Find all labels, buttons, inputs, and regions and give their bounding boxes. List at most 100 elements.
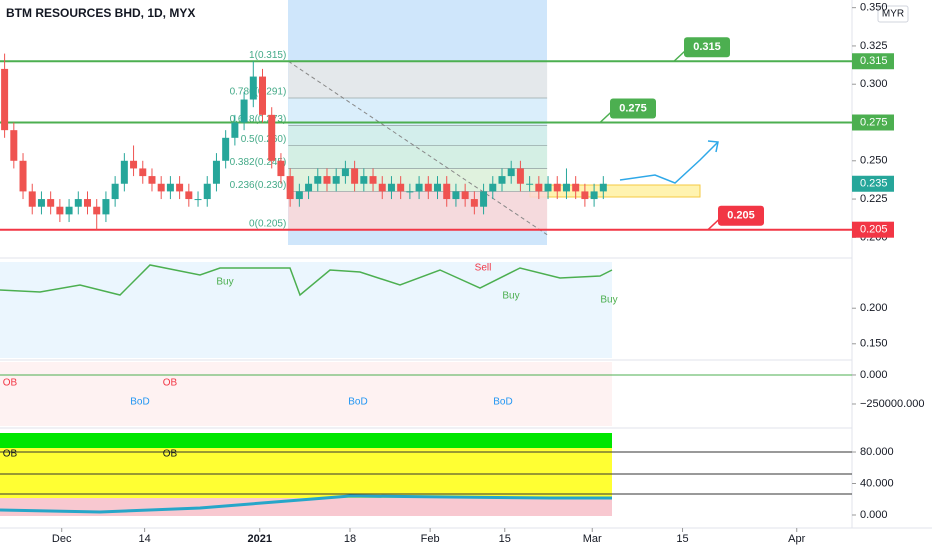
candle-body [19,160,27,192]
annotation: BoD [493,397,512,408]
candle-body [406,191,414,193]
candle-body [47,199,55,207]
candle-body [378,183,386,192]
candle-body [572,183,580,192]
candle-body [553,183,561,192]
annotation: BoD [348,397,367,408]
y-tick-label: 0.000 [860,369,888,381]
candle-body [185,191,193,200]
candle-body [415,183,423,192]
annotation: OB [163,449,178,460]
callout-label: 0.205 [727,210,755,222]
oscillator-line [0,264,613,297]
candle-body [268,114,276,161]
last-price-label: 0.235 [860,178,888,190]
candle-body [259,76,267,115]
candle-body [434,183,442,192]
y-tick-label: 0.225 [860,193,888,205]
price-tag [852,114,894,131]
candle-body [387,183,395,192]
candle-body [231,122,239,138]
annotation: Buy [502,291,519,302]
price-tag [852,53,894,70]
fib-band [288,98,548,126]
candle-body [203,183,211,200]
fib-trend [288,60,548,236]
candle-body [65,206,73,215]
x-tick-label: 14 [138,533,150,545]
candle-body [369,176,377,184]
candle-body [323,176,331,184]
candle-body [332,176,340,184]
x-tick-label: 15 [676,533,688,545]
price-tag-label: 0.205 [860,224,888,236]
candle-body [102,199,110,215]
candle-body [562,183,570,192]
candle-body [28,191,36,207]
x-tick-label: 18 [344,533,356,545]
heat-mid [0,448,612,498]
candle-body [351,168,359,184]
callout-label: 0.275 [619,102,647,114]
candle-body [470,199,478,207]
annotation: OB [3,449,18,460]
y-tick-label: 0.150 [860,338,888,350]
annotation: OB [3,378,18,389]
price-tag-label: 0.275 [860,116,888,128]
fib-label: 0.618(0.273) [230,114,287,125]
candle-body [461,191,469,200]
fib-band [288,125,548,146]
candle-body [157,183,165,192]
callout-box [718,205,764,226]
candle-body [93,206,101,215]
fib-label: 0.236(0.230) [230,180,287,191]
heat-line [0,494,612,514]
x-tick-label: 2021 [248,533,272,545]
price-tag-label: 0.315 [860,55,888,67]
heat-top [0,433,612,448]
candle-body [590,191,598,200]
fib-band [288,191,548,230]
fib-label: 0.786(0.291) [230,87,287,98]
annotation: Sell [475,263,492,274]
candle-body [212,160,220,184]
candle-body [507,168,515,177]
fib-band [288,145,548,169]
fib-label: 0.5(0.260) [241,134,287,145]
x-tick-label: Mar [583,533,602,545]
x-tick-label: 15 [499,533,511,545]
candle-body [314,176,322,184]
candle-body [305,183,313,192]
candle-body [424,183,432,192]
y-tick-label: 0.350 [860,2,888,14]
candle-body [240,99,248,123]
candle-body [249,76,257,100]
fib-label: 0.382(0.245) [230,157,287,168]
candle-body [56,206,64,215]
last-price-tag [852,175,894,192]
candle-body [480,191,488,207]
annotation: Buy [216,277,233,288]
y-tick-label: 0.250 [860,155,888,167]
candle-body [1,68,9,131]
candle-body [295,191,303,200]
callout-box [610,98,656,119]
candle-body [148,176,156,184]
heat-bottom [0,498,612,516]
candle-body [341,168,349,177]
candle-body [452,191,460,200]
annotation: BoD [130,397,149,408]
candle-body [120,160,128,184]
y-tick-label: 0.300 [860,78,888,90]
candle-body [581,191,589,200]
y-tick-label: 0.000 [860,509,888,521]
candle-body [111,183,119,200]
x-tick-label: Feb [421,533,440,545]
candle-body [489,183,497,192]
fib-label: 0(0.205) [249,218,286,229]
y-tick-label: 40.000 [860,477,894,489]
y-tick-label: 80.000 [860,446,894,458]
candle-body [535,183,543,192]
candle-body [37,199,45,207]
